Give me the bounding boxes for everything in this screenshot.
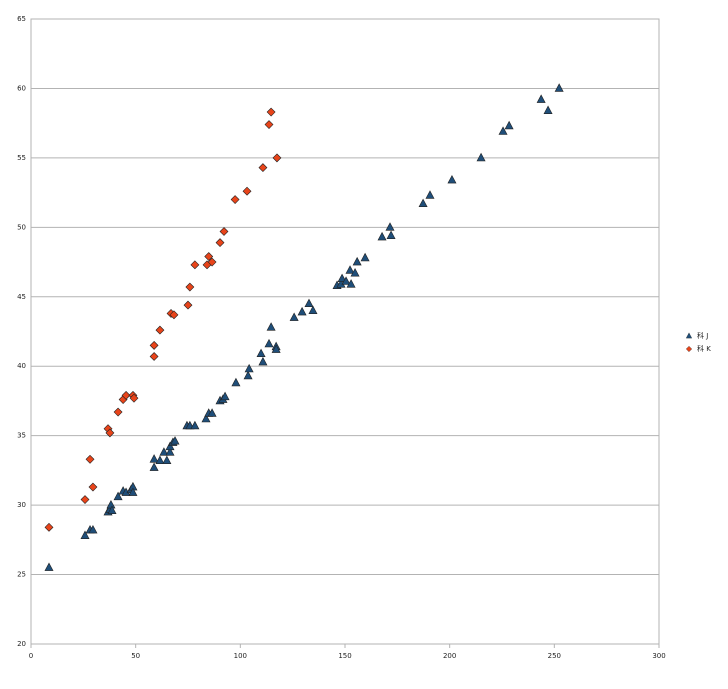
x-tick-label: 100: [234, 652, 247, 660]
point: [201, 413, 211, 423]
point: [121, 390, 131, 400]
point: [554, 83, 564, 92]
x-tick-label: 250: [548, 652, 561, 660]
point: [220, 391, 230, 401]
y-tick-label: 35: [17, 432, 26, 440]
y-tick-label: 55: [17, 154, 26, 162]
legend-label: 科 J: [697, 331, 708, 340]
point: [88, 482, 98, 492]
point: [231, 377, 241, 387]
point: [447, 174, 457, 184]
point: [425, 190, 435, 199]
point: [106, 499, 116, 509]
point: [105, 428, 115, 438]
point: [207, 408, 217, 417]
x-tick-label: 300: [652, 652, 665, 660]
point: [256, 348, 266, 358]
point: [289, 312, 299, 321]
point: [352, 256, 362, 266]
point: [165, 447, 175, 456]
y-tick-label: 45: [17, 293, 26, 301]
point: [190, 260, 200, 270]
point: [162, 455, 172, 464]
point: [169, 310, 179, 320]
point: [129, 393, 139, 403]
point: [350, 268, 360, 277]
point: [476, 152, 486, 162]
point: [360, 252, 370, 262]
point: [543, 105, 553, 114]
point: [155, 455, 165, 464]
y-tick-label: 25: [17, 571, 26, 579]
plot-area: [30, 18, 660, 645]
point: [536, 94, 546, 103]
point: [80, 495, 90, 504]
x-tick-label: 150: [338, 652, 351, 660]
legend-marker: [685, 332, 693, 339]
point: [258, 163, 268, 173]
point: [149, 454, 159, 463]
x-tick-label: 200: [443, 652, 456, 660]
point: [346, 279, 356, 288]
point: [244, 363, 254, 373]
y-tick-label: 50: [17, 223, 26, 231]
point: [128, 487, 138, 496]
point: [113, 407, 123, 417]
point: [204, 252, 214, 261]
point: [149, 462, 159, 471]
point: [107, 505, 117, 514]
point: [304, 298, 314, 308]
point: [264, 338, 274, 348]
point: [183, 300, 193, 310]
point: [149, 340, 159, 350]
point: [230, 195, 240, 204]
y-tick-label: 60: [17, 84, 26, 92]
point: [113, 491, 123, 501]
point: [215, 238, 225, 248]
point: [242, 186, 252, 196]
point: [207, 257, 217, 267]
y-tick-label: 20: [17, 640, 26, 648]
y-tick-label: 65: [17, 15, 26, 23]
point: [386, 230, 396, 239]
y-tick-label: 40: [17, 362, 26, 370]
point: [504, 120, 514, 130]
point: [159, 447, 169, 456]
point: [341, 276, 351, 285]
point: [418, 198, 428, 208]
point: [271, 344, 281, 353]
point: [85, 454, 95, 464]
point: [185, 282, 195, 292]
point: [272, 153, 282, 163]
point: [258, 356, 268, 366]
legend-marker: [685, 345, 693, 353]
x-tick-label: 0: [29, 652, 33, 660]
point: [377, 231, 387, 241]
point: [308, 305, 318, 314]
point: [44, 562, 54, 571]
point: [80, 530, 90, 539]
point: [149, 352, 159, 361]
point: [266, 322, 276, 331]
y-tick-label: 30: [17, 501, 26, 509]
point: [345, 265, 355, 274]
legend-label: 科 K: [697, 344, 711, 353]
point: [266, 107, 276, 117]
x-tick-label: 50: [131, 652, 140, 660]
point: [385, 222, 395, 231]
point: [498, 126, 508, 135]
point: [219, 227, 229, 236]
point: [264, 120, 274, 129]
point: [337, 273, 347, 283]
point: [165, 441, 175, 451]
point: [155, 325, 165, 335]
point: [44, 522, 54, 532]
point: [88, 524, 98, 534]
point: [170, 436, 180, 445]
point: [243, 370, 253, 380]
point: [297, 306, 307, 316]
point: [190, 420, 200, 430]
